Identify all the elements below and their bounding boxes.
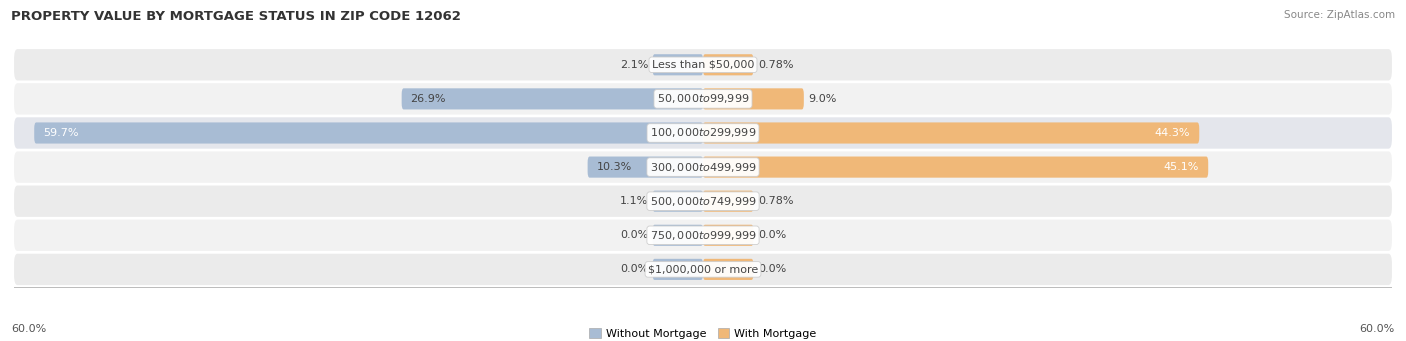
FancyBboxPatch shape xyxy=(703,122,1199,144)
FancyBboxPatch shape xyxy=(34,122,703,144)
FancyBboxPatch shape xyxy=(14,254,1392,285)
FancyBboxPatch shape xyxy=(703,191,754,212)
FancyBboxPatch shape xyxy=(703,88,804,109)
FancyBboxPatch shape xyxy=(652,54,703,75)
Text: $100,000 to $299,999: $100,000 to $299,999 xyxy=(650,127,756,139)
FancyBboxPatch shape xyxy=(14,151,1392,183)
FancyBboxPatch shape xyxy=(14,220,1392,251)
Text: 45.1%: 45.1% xyxy=(1164,162,1199,172)
Text: 26.9%: 26.9% xyxy=(411,94,446,104)
Text: 9.0%: 9.0% xyxy=(808,94,837,104)
Text: Less than $50,000: Less than $50,000 xyxy=(652,60,754,70)
Text: PROPERTY VALUE BY MORTGAGE STATUS IN ZIP CODE 12062: PROPERTY VALUE BY MORTGAGE STATUS IN ZIP… xyxy=(11,10,461,23)
Text: 44.3%: 44.3% xyxy=(1154,128,1191,138)
Text: 1.1%: 1.1% xyxy=(620,196,648,206)
Legend: Without Mortgage, With Mortgage: Without Mortgage, With Mortgage xyxy=(585,324,821,341)
FancyBboxPatch shape xyxy=(703,225,754,246)
Text: 0.0%: 0.0% xyxy=(620,264,648,275)
Text: 0.0%: 0.0% xyxy=(620,230,648,240)
Text: 2.1%: 2.1% xyxy=(620,60,648,70)
Text: 0.78%: 0.78% xyxy=(758,196,793,206)
FancyBboxPatch shape xyxy=(14,49,1392,80)
Text: 60.0%: 60.0% xyxy=(11,324,46,334)
FancyBboxPatch shape xyxy=(703,259,754,280)
FancyBboxPatch shape xyxy=(652,191,703,212)
Text: 60.0%: 60.0% xyxy=(1360,324,1395,334)
Text: 0.0%: 0.0% xyxy=(758,230,786,240)
Text: $750,000 to $999,999: $750,000 to $999,999 xyxy=(650,229,756,242)
Text: $1,000,000 or more: $1,000,000 or more xyxy=(648,264,758,275)
FancyBboxPatch shape xyxy=(652,225,703,246)
Text: Source: ZipAtlas.com: Source: ZipAtlas.com xyxy=(1284,10,1395,20)
Text: $500,000 to $749,999: $500,000 to $749,999 xyxy=(650,195,756,208)
FancyBboxPatch shape xyxy=(14,186,1392,217)
Text: $50,000 to $99,999: $50,000 to $99,999 xyxy=(657,92,749,105)
FancyBboxPatch shape xyxy=(703,54,754,75)
Text: 0.0%: 0.0% xyxy=(758,264,786,275)
FancyBboxPatch shape xyxy=(14,83,1392,115)
FancyBboxPatch shape xyxy=(402,88,703,109)
Text: 10.3%: 10.3% xyxy=(596,162,631,172)
Text: $300,000 to $499,999: $300,000 to $499,999 xyxy=(650,161,756,174)
Text: 59.7%: 59.7% xyxy=(44,128,79,138)
FancyBboxPatch shape xyxy=(588,157,703,178)
FancyBboxPatch shape xyxy=(703,157,1208,178)
FancyBboxPatch shape xyxy=(652,259,703,280)
FancyBboxPatch shape xyxy=(14,117,1392,149)
Text: 0.78%: 0.78% xyxy=(758,60,793,70)
